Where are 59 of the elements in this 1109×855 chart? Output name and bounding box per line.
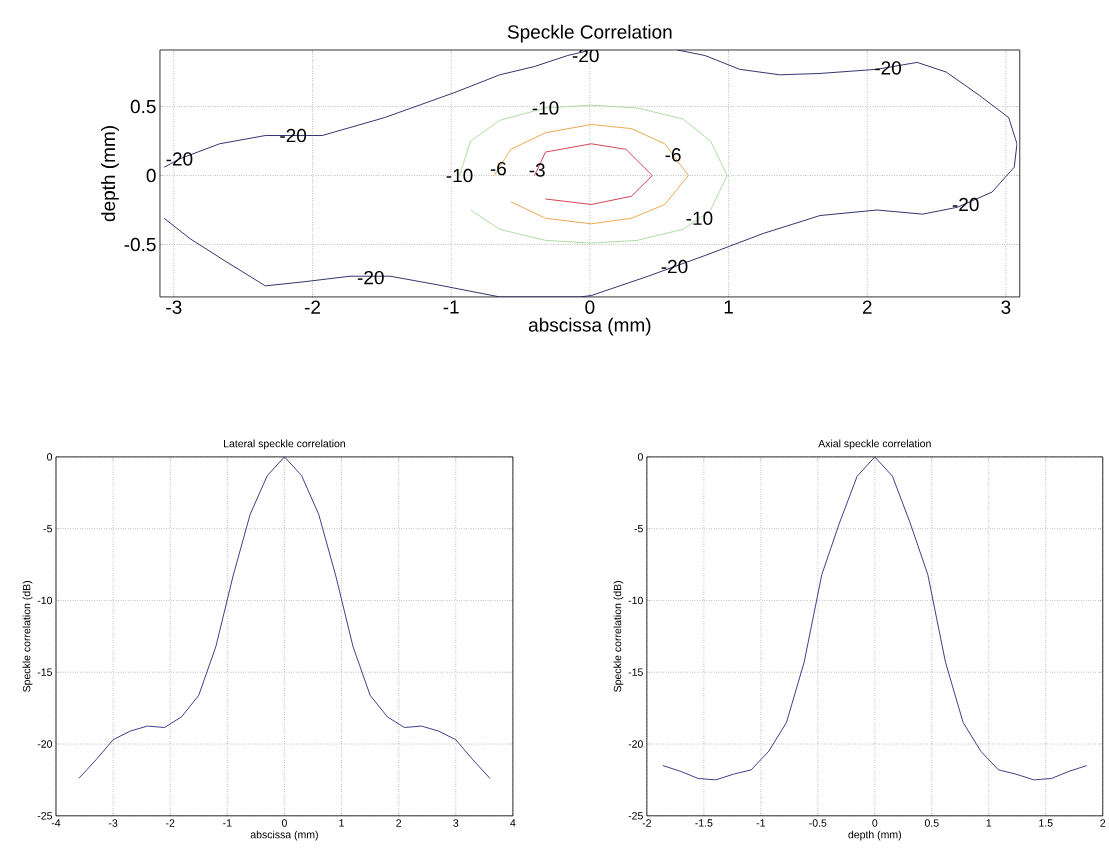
x-tick-label: 4 xyxy=(510,819,516,827)
y-axis-title: Speckle correlation (dB) xyxy=(613,581,624,692)
y-tick-label: -20 xyxy=(37,740,53,748)
y-tick-label: -20 xyxy=(628,740,643,748)
x-tick-label: 0 xyxy=(872,819,878,827)
x-tick-label: -2 xyxy=(304,300,321,314)
x-tick-label: -2 xyxy=(166,819,175,827)
y-tick-label: 0 xyxy=(637,453,643,461)
chart-title: Lateral speckle correlation xyxy=(224,439,345,450)
x-tick-label: 3 xyxy=(453,819,459,827)
line-series xyxy=(662,456,1088,781)
x-tick-label: -0.5 xyxy=(809,819,827,827)
y-tick-label: -25 xyxy=(37,812,53,820)
y-tick-label: -10 xyxy=(628,596,643,605)
x-tick-label: 2 xyxy=(1100,819,1106,827)
x-axis-title: abscissa (mm) xyxy=(528,317,651,336)
annotation: -10 xyxy=(446,168,473,183)
annotation: -6 xyxy=(490,162,506,176)
x-tick-label: -3 xyxy=(166,300,182,314)
x-tick-label: 2 xyxy=(862,300,872,314)
x-tick-label: 0 xyxy=(585,300,595,314)
x-tick-label: 1 xyxy=(986,819,992,827)
chart-title: Axial speckle correlation xyxy=(818,439,931,450)
y-axis-title: depth (mm) xyxy=(101,126,119,222)
y-tick-label: -25 xyxy=(628,812,643,820)
x-axis-title: depth (mm) xyxy=(848,830,901,841)
annotation: -10 xyxy=(686,211,713,226)
y-tick-label: -15 xyxy=(37,668,53,676)
x-tick-label: -4 xyxy=(51,819,61,827)
x-tick-label: -2 xyxy=(642,819,651,827)
x-tick-label: -1 xyxy=(443,300,459,314)
x-tick-label: -3 xyxy=(108,819,118,827)
y-tick-label: 0.5 xyxy=(130,99,156,114)
x-tick-label: -1 xyxy=(223,819,232,827)
line-series xyxy=(78,456,491,780)
x-tick-label: -1 xyxy=(756,819,765,827)
y-tick-label: -15 xyxy=(628,668,643,676)
x-tick-label: 1.5 xyxy=(1039,819,1053,827)
x-axis-title: abscissa (mm) xyxy=(250,830,318,841)
y-tick-label: -10 xyxy=(37,596,53,605)
x-tick-label: -1.5 xyxy=(695,819,713,827)
x-tick-label: 2 xyxy=(396,819,402,827)
y-tick-label: -5 xyxy=(43,525,53,533)
y-tick-label: -0.5 xyxy=(124,237,156,252)
annotation: -6 xyxy=(665,148,681,162)
y-tick-label: 0 xyxy=(146,168,156,183)
chart-title: Speckle Correlation xyxy=(507,24,672,43)
line-series xyxy=(163,50,1018,298)
y-tick-label: 0 xyxy=(47,453,53,461)
x-tick-label: 1 xyxy=(339,819,344,827)
x-tick-label: 3 xyxy=(1001,300,1011,314)
x-tick-label: 0.5 xyxy=(924,819,939,827)
annotation: -20 xyxy=(952,197,979,212)
y-tick-label: -5 xyxy=(634,525,643,533)
x-tick-label: 1 xyxy=(724,300,733,314)
annotation: -3 xyxy=(529,163,545,177)
annotation: -10 xyxy=(532,101,559,115)
x-tick-label: 0 xyxy=(281,819,287,827)
y-axis-title: Speckle correlation (dB) xyxy=(22,581,33,692)
